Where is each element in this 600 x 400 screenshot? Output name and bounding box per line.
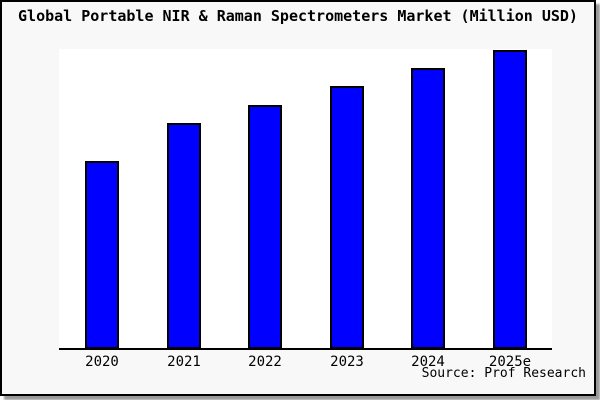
source-credit: Source: Prof Research <box>421 366 586 381</box>
plot-area <box>59 49 552 350</box>
bar-2022 <box>248 105 282 349</box>
x-tick-label-2024: 2024 <box>411 354 445 370</box>
bar-2021 <box>167 123 201 349</box>
bar-2025e <box>493 50 527 349</box>
x-tick-label-2022: 2022 <box>248 354 282 370</box>
x-axis-line <box>59 348 552 350</box>
bar-2020 <box>85 161 119 349</box>
x-axis-labels: 2020 2021 2022 2023 2024 2025e <box>59 354 552 372</box>
chart-title: Global Portable NIR & Raman Spectrometer… <box>18 7 578 25</box>
x-tick-label-2025e: 2025e <box>488 354 532 370</box>
bar-2024 <box>411 68 445 349</box>
x-tick-label-2023: 2023 <box>330 354 364 370</box>
x-tick-label-2020: 2020 <box>85 354 119 370</box>
x-tick-label-2021: 2021 <box>167 354 201 370</box>
bar-2023 <box>330 86 364 349</box>
